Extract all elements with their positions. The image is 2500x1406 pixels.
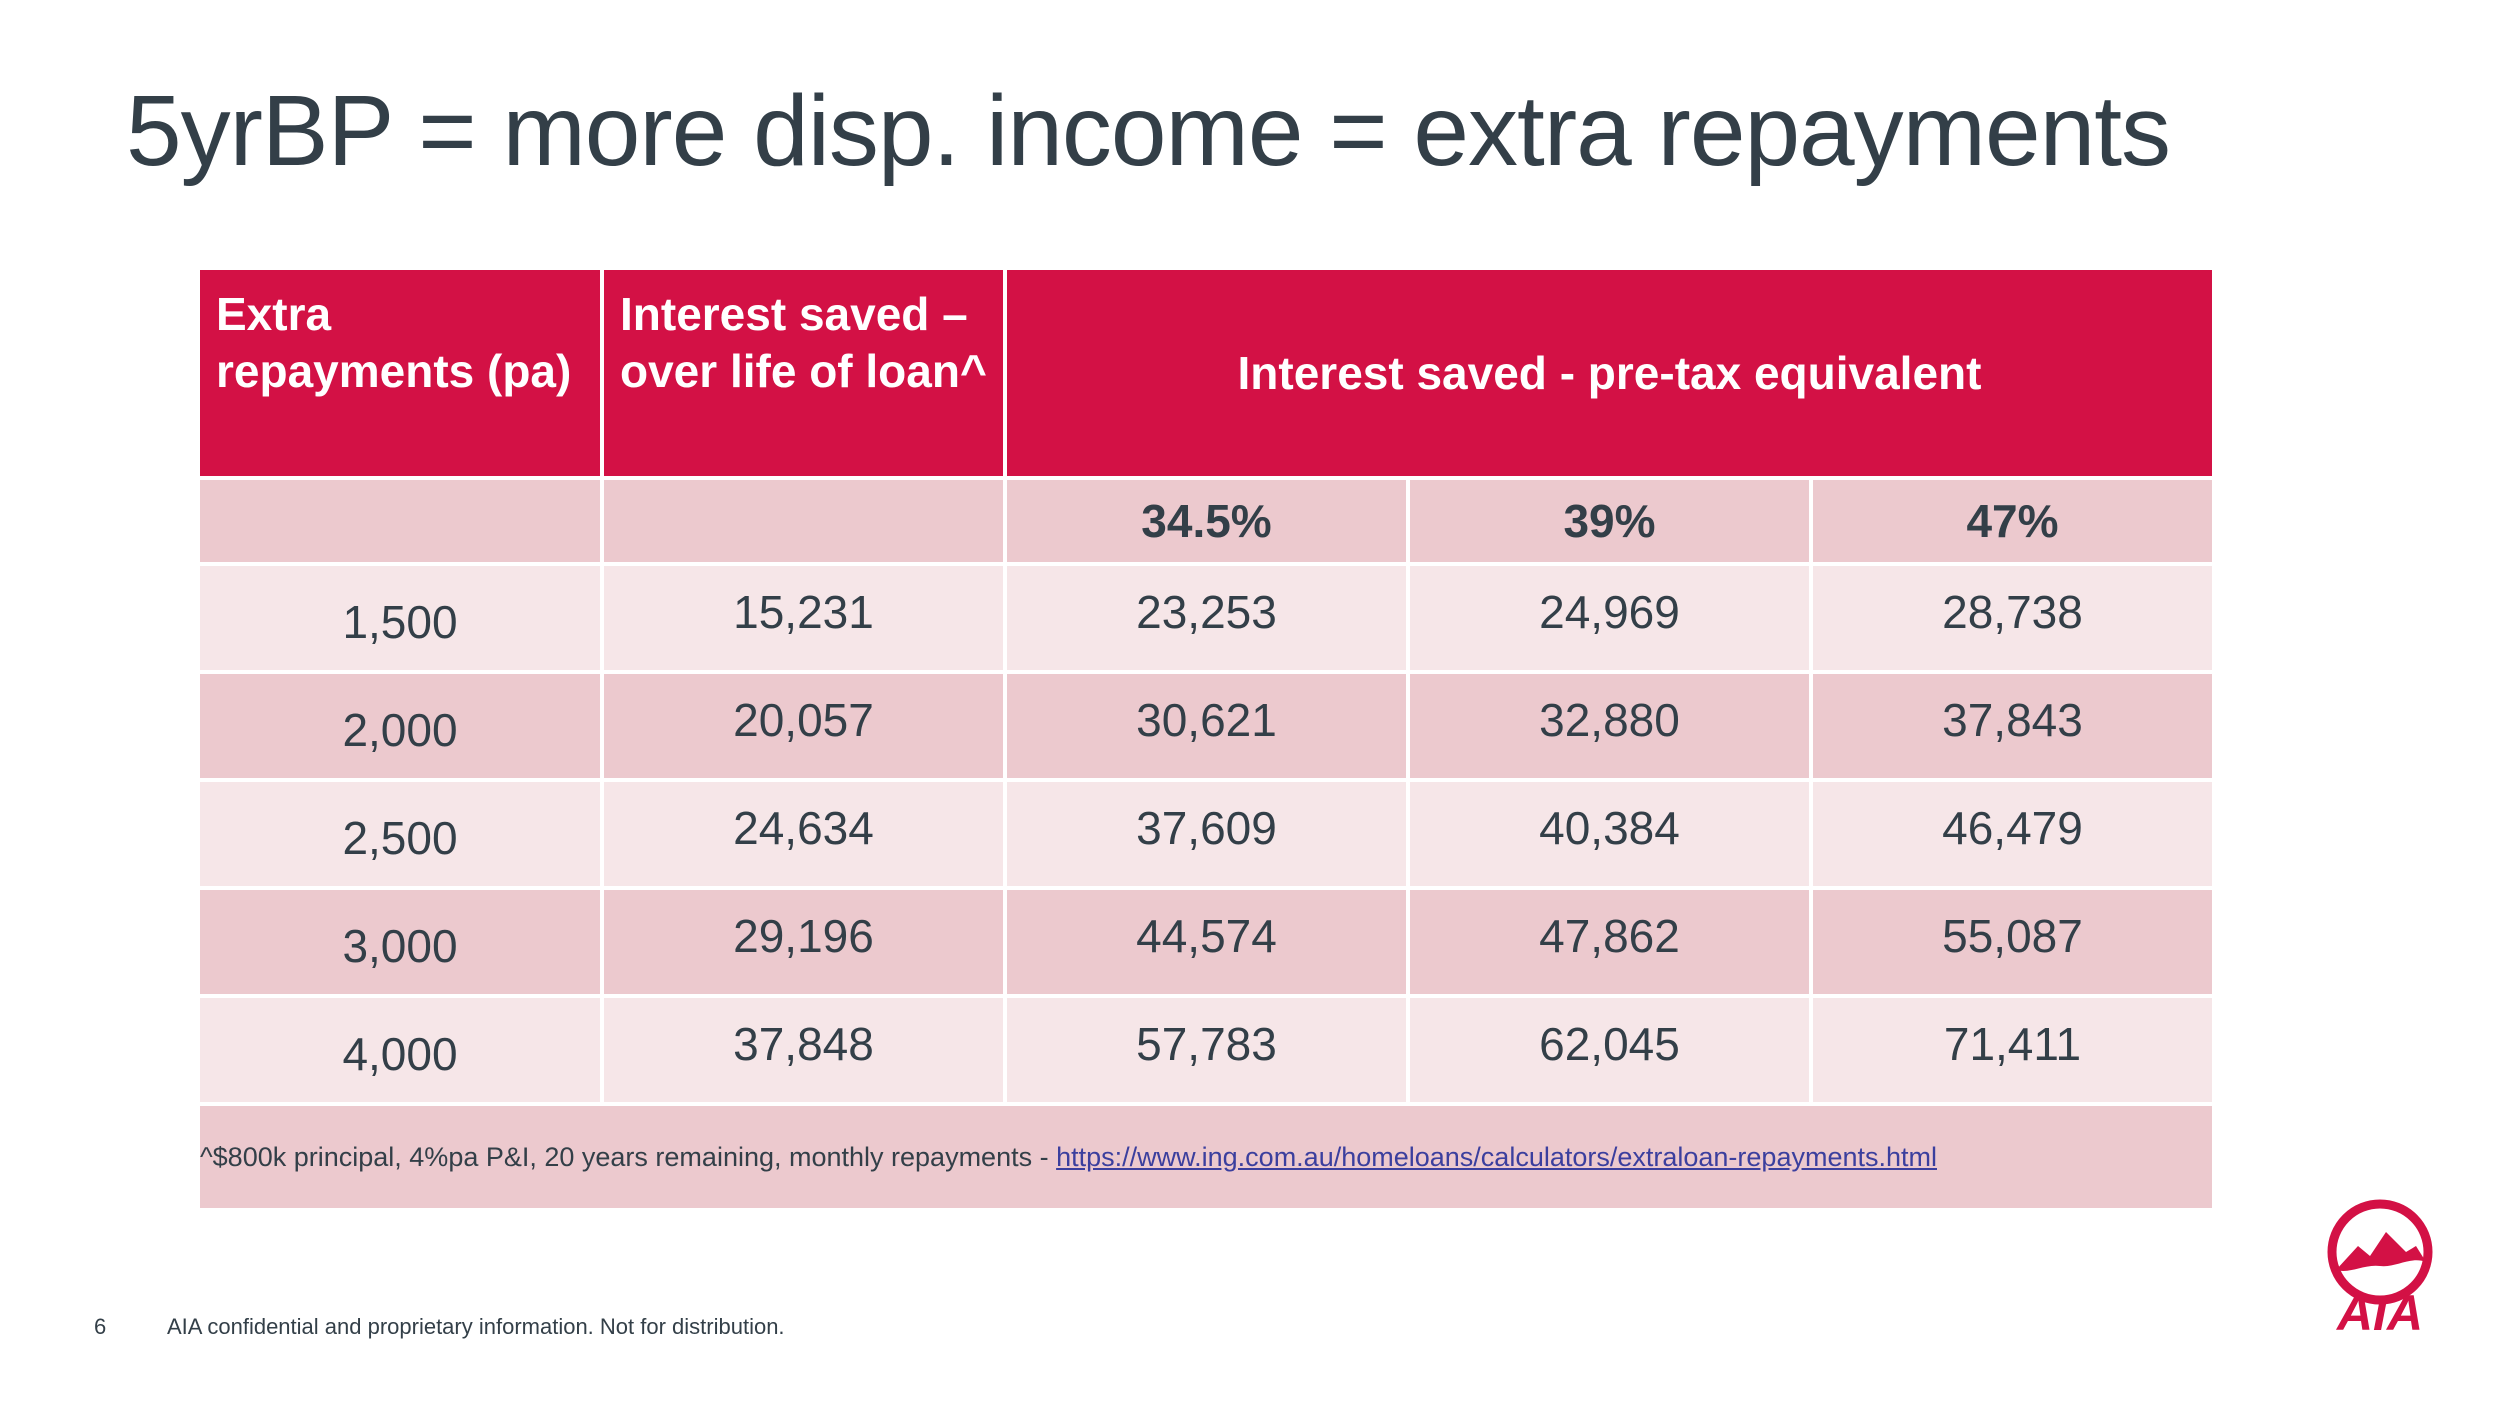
table-cell: 37,609 xyxy=(1003,778,1410,890)
table-cell: 1,500 xyxy=(196,562,604,674)
aia-logo-icon: AIA xyxy=(2327,1199,2433,1336)
footnote-text: ^$800k principal, 4%pa P&I, 20 years rem… xyxy=(200,1141,1057,1172)
subheader-cell xyxy=(600,476,1007,566)
table-row: 2,500 24,634 37,609 40,384 46,479 xyxy=(196,778,2216,890)
table-row: 3,000 29,196 44,574 47,862 55,087 xyxy=(196,886,2216,998)
table-cell: 3,000 xyxy=(196,886,604,998)
table-cell: 23,253 xyxy=(1003,562,1410,674)
table-cell: 62,045 xyxy=(1406,994,1813,1106)
table-cell: 57,783 xyxy=(1003,994,1410,1106)
table-cell: 32,880 xyxy=(1406,670,1813,782)
footnote: ^$800k principal, 4%pa P&I, 20 years rem… xyxy=(196,1102,2216,1212)
logo-wordmark: AIA xyxy=(2335,1285,2423,1336)
table-footnote-row: ^$800k principal, 4%pa P&I, 20 years rem… xyxy=(196,1102,2216,1212)
subheader-tax-rate: 39% xyxy=(1406,476,1813,566)
page-number: 6 xyxy=(94,1314,107,1339)
table-cell: 46,479 xyxy=(1809,778,2216,890)
savings-table: Extra repayments (pa) Interest saved – o… xyxy=(196,266,2216,1212)
subheader-cell xyxy=(196,476,604,566)
table-header-row: Extra repayments (pa) Interest saved – o… xyxy=(196,266,2216,480)
table-cell: 40,384 xyxy=(1406,778,1813,890)
table-cell: 2,500 xyxy=(196,778,604,890)
table-cell: 24,969 xyxy=(1406,562,1813,674)
table-cell: 44,574 xyxy=(1003,886,1410,998)
table-cell: 55,087 xyxy=(1809,886,2216,998)
table-cell: 15,231 xyxy=(600,562,1007,674)
table-cell: 29,196 xyxy=(600,886,1007,998)
table-cell: 30,621 xyxy=(1003,670,1410,782)
table-cell: 37,848 xyxy=(600,994,1007,1106)
table-cell: 28,738 xyxy=(1809,562,2216,674)
table-cell: 20,057 xyxy=(600,670,1007,782)
header-interest-saved: Interest saved – over life of loan^ xyxy=(600,266,1007,480)
slide-title: 5yrBP = more disp. income = extra repaym… xyxy=(126,75,2171,187)
subheader-tax-rate: 34.5% xyxy=(1003,476,1410,566)
header-extra-repayments: Extra repayments (pa) xyxy=(196,266,604,480)
table-row: 1,500 15,231 23,253 24,969 28,738 xyxy=(196,562,2216,674)
table-subheader-row: 34.5% 39% 47% xyxy=(196,476,2216,566)
subheader-tax-rate: 47% xyxy=(1809,476,2216,566)
ing-calculator-link[interactable]: https://www.ing.com.au/homeloans/calcula… xyxy=(1056,1141,1937,1172)
table-cell: 37,843 xyxy=(1809,670,2216,782)
table-row: 2,000 20,057 30,621 32,880 37,843 xyxy=(196,670,2216,782)
table-cell: 24,634 xyxy=(600,778,1007,890)
table-cell: 4,000 xyxy=(196,994,604,1106)
confidential-notice: AIA confidential and proprietary informa… xyxy=(167,1314,785,1339)
table-cell: 71,411 xyxy=(1809,994,2216,1106)
header-pre-tax-equivalent: Interest saved - pre-tax equivalent xyxy=(1003,266,2216,480)
table-row: 4,000 37,848 57,783 62,045 71,411 xyxy=(196,994,2216,1106)
table-cell: 47,862 xyxy=(1406,886,1813,998)
table-cell: 2,000 xyxy=(196,670,604,782)
